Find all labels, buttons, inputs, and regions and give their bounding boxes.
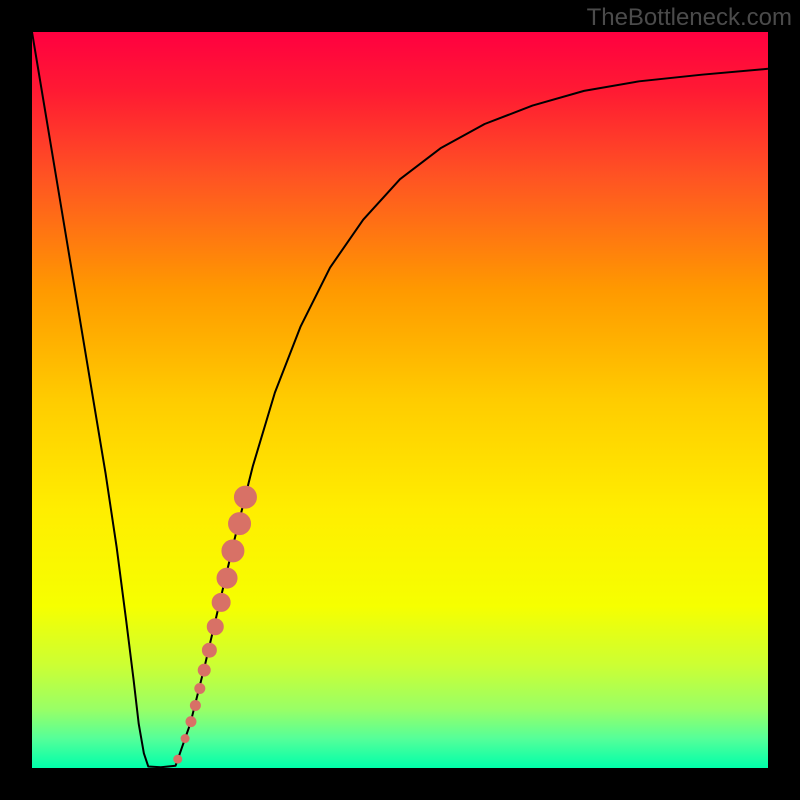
data-marker bbox=[212, 593, 230, 611]
data-marker bbox=[222, 540, 244, 562]
watermark-text: TheBottleneck.com bbox=[587, 4, 792, 32]
data-marker bbox=[229, 513, 251, 535]
plot-background bbox=[32, 32, 768, 768]
data-marker bbox=[217, 568, 237, 588]
bottleneck-chart bbox=[0, 0, 800, 800]
data-marker bbox=[202, 643, 216, 657]
chart-frame: TheBottleneck.com bbox=[0, 0, 800, 800]
data-marker bbox=[198, 664, 210, 676]
data-marker bbox=[181, 735, 189, 743]
data-marker bbox=[234, 486, 256, 508]
data-marker bbox=[174, 755, 182, 763]
data-marker bbox=[186, 717, 196, 727]
data-marker bbox=[207, 619, 223, 635]
data-marker bbox=[195, 684, 205, 694]
data-marker bbox=[190, 700, 200, 710]
